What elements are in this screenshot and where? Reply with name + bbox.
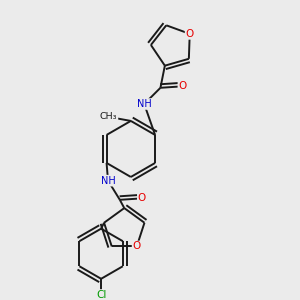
Text: O: O (138, 193, 146, 203)
Text: O: O (133, 242, 141, 251)
Text: O: O (178, 81, 187, 91)
Text: Cl: Cl (96, 290, 106, 300)
Text: NH: NH (101, 176, 116, 186)
Text: CH₃: CH₃ (100, 112, 118, 121)
Text: O: O (186, 29, 194, 39)
Text: NH: NH (137, 99, 152, 109)
